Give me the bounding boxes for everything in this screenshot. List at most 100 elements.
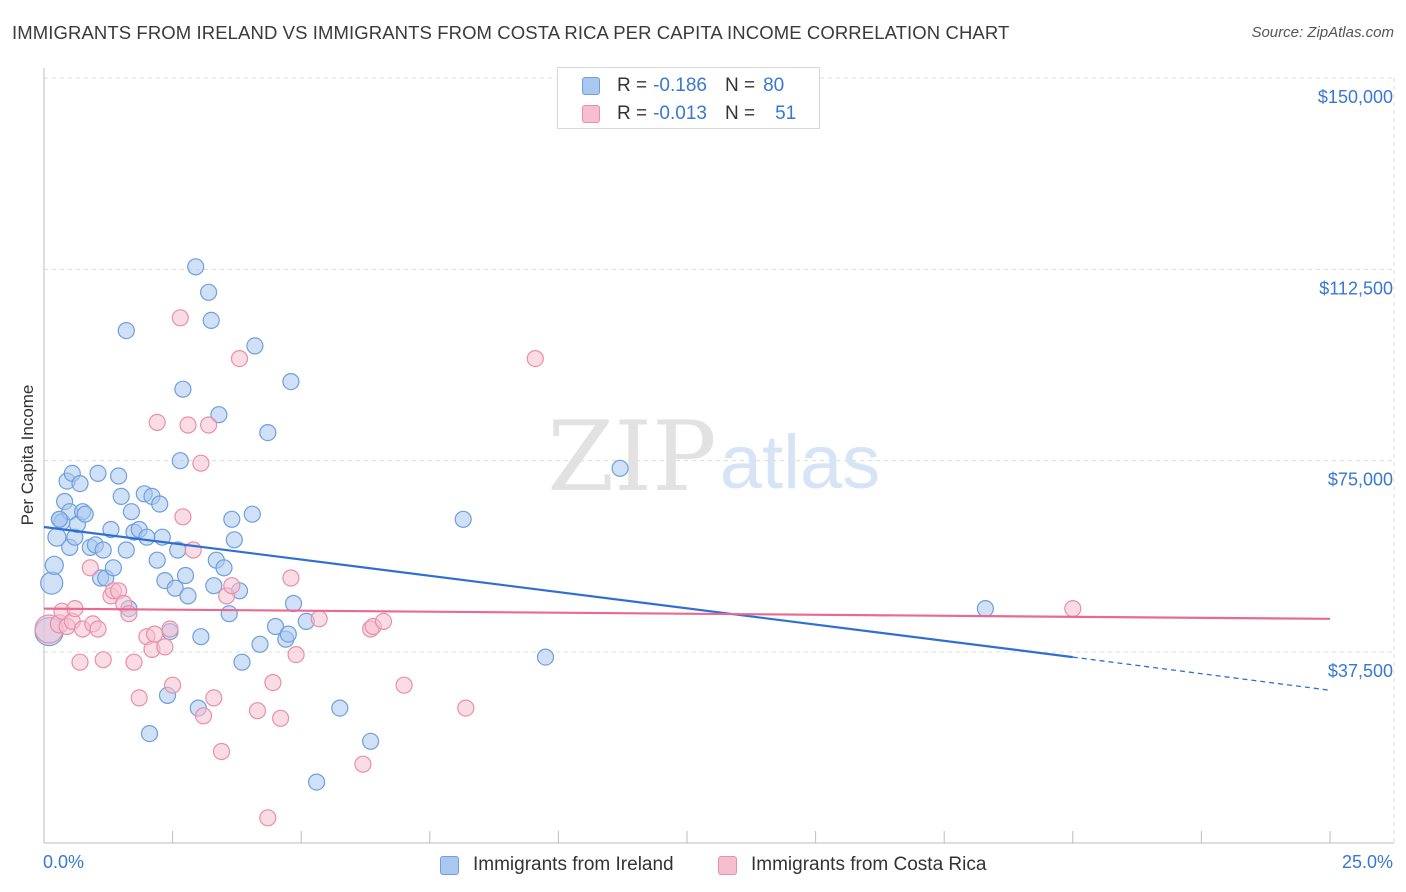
ireland-point-44 [171,452,189,470]
ireland-point-73 [331,699,349,717]
ireland-point-45 [174,380,192,398]
costa-rica-point-23 [156,638,174,656]
costa-rica-point-21 [146,625,164,643]
ireland-point-57 [220,605,238,623]
ireland-point-1 [40,571,64,595]
ireland-trend-line [43,525,1073,659]
y-tick-labels: $37,500 $75,000 $112,500 $150,000 [1318,87,1393,681]
ireland-point-26 [117,322,135,340]
ireland-point-55 [210,406,228,424]
ireland-n-label: N = [724,75,756,96]
ireland-point-47 [179,587,197,605]
legend-row-costa-rica: R = -0.013 N = 51 [582,102,796,126]
ireland-point-79 [50,510,69,528]
trend-lines [43,525,1331,691]
ireland-point-29 [122,503,140,521]
ireland-point-62 [243,505,261,523]
ireland-n-value: 80 [763,75,785,96]
ireland-point-70 [284,594,303,613]
bottom-costa-rica-label: Immigrants from Costa Rica [751,854,987,875]
costa-rica-point-49 [457,699,475,717]
costa-rica-point-27 [174,508,192,526]
costa-rica-point-33 [205,689,223,707]
costa-rica-point-25 [164,676,182,694]
costa-rica-point-41 [282,569,300,587]
ireland-point-27 [117,541,135,559]
y-tick-label: $75,000 [1328,470,1393,490]
ireland-point-51 [200,283,218,301]
ireland-point-69 [282,373,300,391]
ireland-point-20 [94,541,112,559]
watermark-zip: ZIP [547,401,716,513]
costa-rica-point-39 [264,673,282,692]
ireland-point-46 [176,566,195,585]
costa-rica-point-10 [89,620,107,638]
costa-rica-r-value: -0.013 [653,103,707,124]
ireland-point-52 [202,311,220,329]
ireland-point-2 [44,555,64,575]
ireland-point-61 [233,653,251,671]
costa-rica-point-42 [287,645,305,664]
costa-rica-point-36 [223,577,241,595]
axes [43,68,1394,844]
ireland-point-59 [225,531,243,549]
ireland-point-33 [138,528,156,546]
costa-rica-point-34 [212,742,231,761]
ireland-point-56 [215,559,233,577]
ireland-point-58 [223,510,241,528]
ireland-point-25 [112,487,130,505]
ireland-point-66 [266,617,285,636]
costa-rica-point-50 [526,350,544,368]
x-tick-max: 25.0% [1341,852,1393,872]
costa-rica-points [34,309,1082,827]
costa-rica-point-38 [248,702,267,720]
correlation-legend: R = -0.186 N = 80 R = -0.013 N = 51 [557,67,820,129]
ireland-point-24 [109,467,128,485]
legend-row-ireland: R = -0.186 N = 80 [582,74,784,98]
costa-rica-trend-line [43,607,1331,620]
bottom-legend-costa-rica: Immigrants from Costa Rica [718,852,986,878]
bottom-legend-ireland: Immigrants from Ireland [440,852,674,878]
costa-rica-point-26 [171,309,189,327]
costa-rica-n-value: 51 [775,103,797,124]
costa-rica-point-16 [120,605,138,623]
ireland-points [34,258,995,791]
ireland-point-64 [251,635,269,653]
costa-rica-point-47 [374,612,393,631]
costa-rica-point-52 [259,809,277,827]
costa-rica-point-17 [125,653,143,671]
costa-rica-point-8 [81,559,99,577]
y-tick-label: $112,500 [1319,278,1393,298]
costa-rica-point-6 [71,653,89,671]
ireland-point-75 [454,510,472,528]
bottom-ireland-swatch [440,855,459,875]
x-tick-min: 0.0% [43,852,85,872]
ireland-point-77 [611,459,629,477]
ireland-point-36 [148,551,166,569]
ireland-point-68 [279,625,297,643]
y-tick-label: $150,000 [1318,87,1393,107]
ireland-point-23 [104,559,123,577]
ireland-point-50 [192,628,210,646]
costa-rica-point-11 [94,651,112,669]
costa-rica-point-48 [395,676,413,694]
ireland-point-48 [187,258,205,276]
costa-rica-n-label: N = [724,103,756,124]
costa-rica-point-18 [130,689,148,707]
costa-rica-point-31 [194,707,213,725]
bottom-costa-rica-swatch [718,855,737,875]
costa-rica-swatch [582,105,600,123]
ireland-point-65 [259,424,277,442]
ireland-point-15 [76,505,94,523]
costa-rica-point-51 [1064,599,1082,618]
ireland-swatch [582,77,600,95]
ireland-point-74 [362,732,380,750]
costa-rica-point-24 [161,620,179,638]
ireland-point-53 [205,577,223,595]
watermark-atlas: atlas [720,420,881,505]
costa-rica-r-label: R = [617,103,648,124]
costa-rica-point-40 [272,709,290,727]
watermark: ZIP atlas [547,401,880,513]
source-credit: Source: ZipAtlas.com [1251,24,1394,41]
